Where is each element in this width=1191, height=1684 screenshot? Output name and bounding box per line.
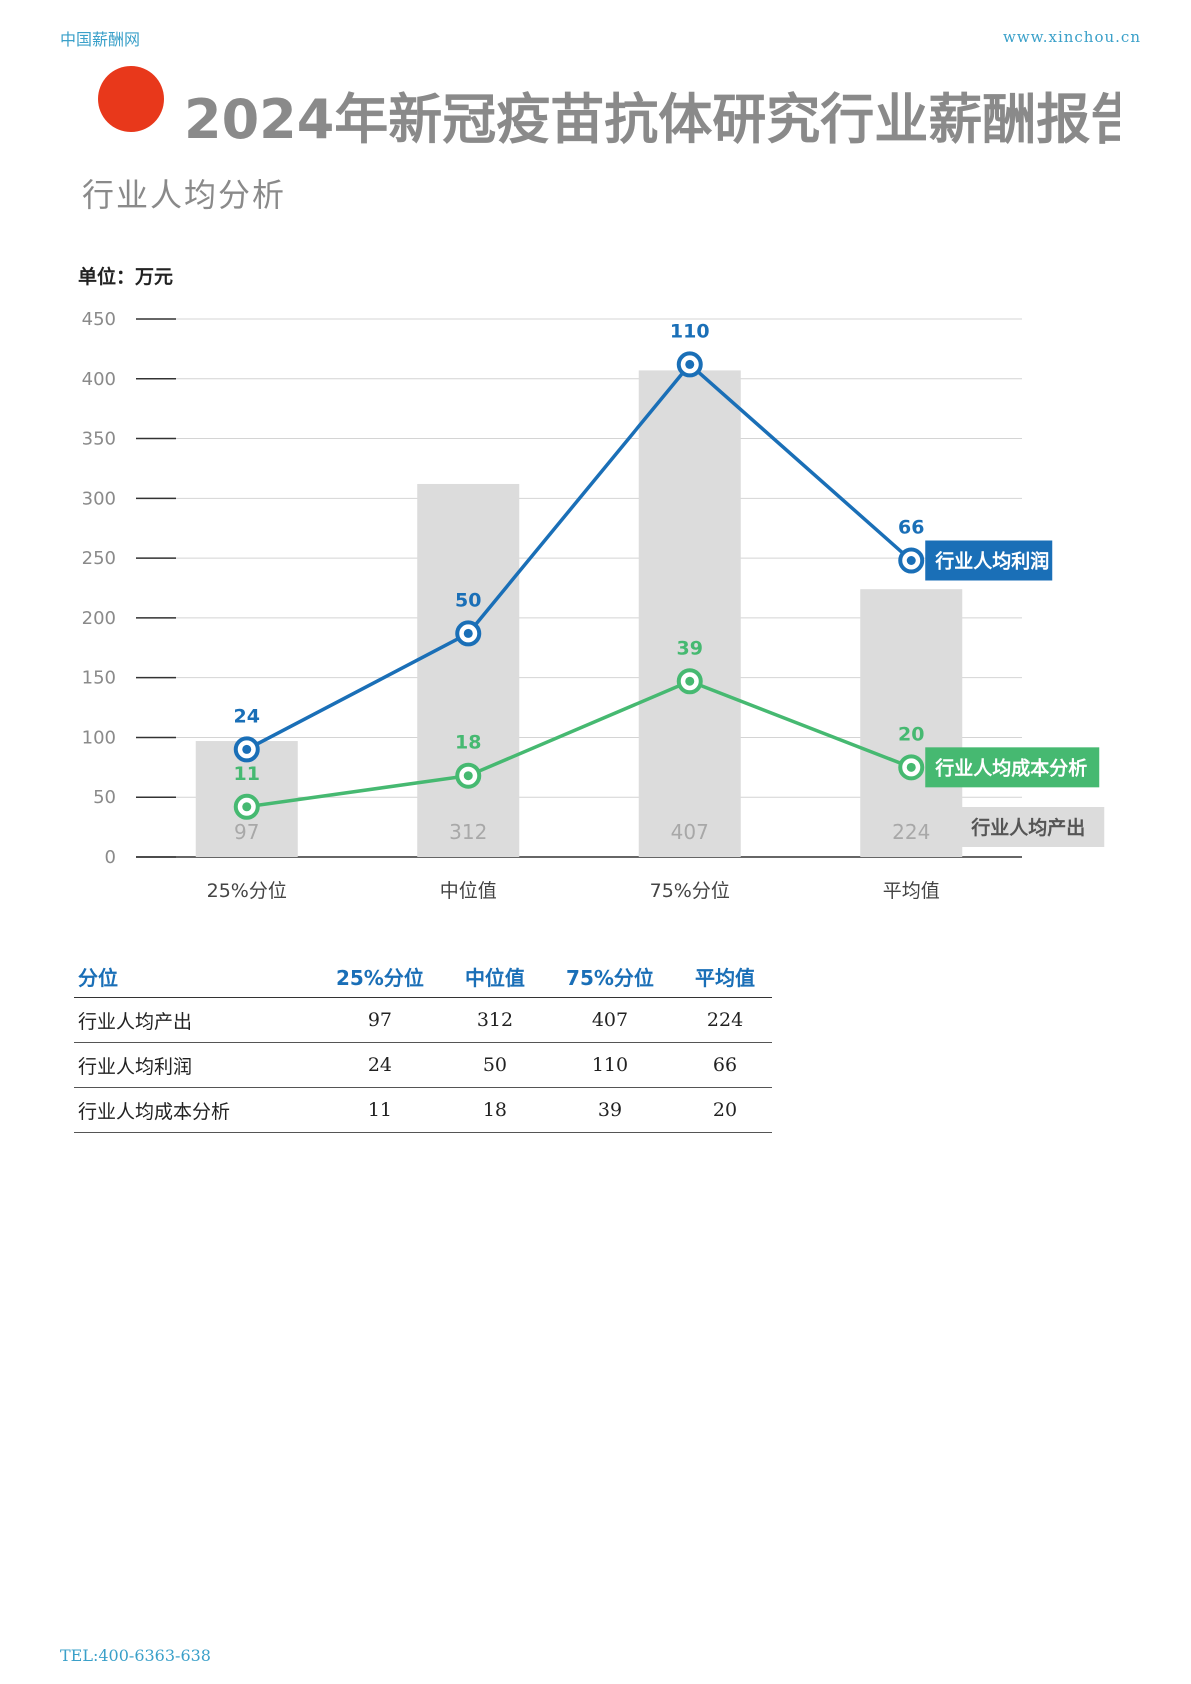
table-cell: 18 (447, 1087, 542, 1133)
bar (860, 589, 963, 857)
data-label: 20 (898, 723, 924, 745)
bar-value-label: 224 (892, 820, 930, 844)
series-tag-label: 行业人均成本分析 (934, 756, 1087, 779)
series-line (245, 361, 913, 751)
unit-label: 单位：万元 (78, 266, 174, 288)
series-tag-label: 行业人均利润 (934, 550, 1049, 573)
series-tag-bg (925, 747, 1100, 788)
section-subtitle: 行业人均分析 (82, 176, 287, 214)
data-point-center (906, 556, 916, 566)
table-cell: 50 (447, 1042, 542, 1088)
table-cell: 行业人均产出 (74, 997, 312, 1043)
red-dot-decoration (98, 66, 164, 132)
y-tick-label: 100 (82, 727, 116, 748)
title-wrap: 2024年新冠疫苗抗体研究行业薪酬报告 (184, 80, 1120, 160)
table-header-cell: 分位 (74, 955, 312, 998)
table-cell: 20 (678, 1087, 772, 1133)
y-tick-label: 0 (105, 847, 116, 868)
site-name: 中国薪酬网 (60, 30, 141, 49)
data-label: 39 (677, 637, 703, 659)
data-point-center (463, 771, 473, 781)
x-tick-label: 25%分位 (207, 880, 287, 902)
x-tick-label: 平均值 (883, 880, 940, 902)
table-cell: 24 (311, 1042, 448, 1088)
data-table: 分位 25%分位 中位值 75%分位 平均值 行业人均产出 97 312 407… (74, 955, 772, 1133)
data-point-center (685, 359, 695, 369)
x-tick-label: 中位值 (440, 880, 497, 902)
data-label: 110 (670, 320, 710, 342)
data-label: 50 (455, 589, 481, 611)
data-point-center (685, 676, 695, 686)
bar-value-label: 97 (234, 820, 259, 844)
series-tag-label: 行业人均产出 (970, 816, 1085, 839)
series-tag-bg (925, 540, 1053, 581)
site-url[interactable]: www.xinchou.cn (1002, 28, 1141, 46)
y-tick-label: 50 (93, 787, 116, 808)
table-cell: 行业人均成本分析 (74, 1087, 312, 1133)
table-header-row: 分位 25%分位 中位值 75%分位 平均值 (74, 955, 772, 998)
bar-value-label: 407 (671, 820, 709, 844)
y-tick-label: 400 (82, 369, 116, 390)
series-line (246, 679, 912, 809)
table-cell: 66 (678, 1042, 772, 1088)
table-row: 行业人均成本分析 11 18 39 20 (74, 1087, 772, 1133)
y-tick-label: 300 (82, 488, 116, 509)
table-header-cell: 平均值 (678, 955, 772, 998)
data-label: 24 (234, 705, 260, 727)
combo-chart: 0 50 100 150 200 250 300 350 400 450 97 312 407 224 25… (82, 309, 1105, 902)
data-point-center (242, 744, 252, 754)
table-cell: 39 (541, 1087, 679, 1133)
table-cell: 11 (311, 1087, 448, 1133)
data-point-center (906, 762, 916, 772)
data-point-center (463, 628, 473, 638)
y-tick-label: 450 (82, 309, 116, 330)
data-label: 18 (455, 732, 481, 754)
y-tick-label: 350 (82, 429, 116, 450)
bar (417, 483, 520, 857)
table-cell: 224 (678, 997, 772, 1043)
table-header-cell: 中位值 (447, 955, 542, 998)
y-tick-label: 250 (82, 548, 116, 569)
table-header-cell: 25%分位 (311, 955, 448, 998)
table-row: 行业人均利润 24 50 110 66 (74, 1042, 772, 1088)
data-label: 66 (898, 517, 924, 539)
x-tick-label: 75%分位 (650, 880, 730, 902)
table-cell: 312 (447, 997, 542, 1043)
y-tick-label: 150 (82, 668, 116, 689)
table-cell: 行业人均利润 (74, 1042, 312, 1088)
table-cell: 407 (541, 997, 679, 1043)
bar-value-label: 312 (449, 820, 487, 844)
data-point-center (242, 802, 252, 812)
table-cell: 97 (311, 997, 448, 1043)
footer-tel: TEL:400-6363-638 (60, 1646, 211, 1665)
table-cell: 110 (541, 1042, 679, 1088)
bar (638, 370, 741, 857)
table-row: 行业人均产出 97 312 407 224 (74, 997, 772, 1043)
report-title: 2024年新冠疫苗抗体研究行业薪酬报告 (184, 88, 1120, 151)
series-tag-bg (961, 807, 1105, 847)
table-header-cell: 75%分位 (541, 955, 679, 998)
data-label: 11 (234, 763, 260, 785)
y-tick-label: 200 (82, 608, 116, 629)
